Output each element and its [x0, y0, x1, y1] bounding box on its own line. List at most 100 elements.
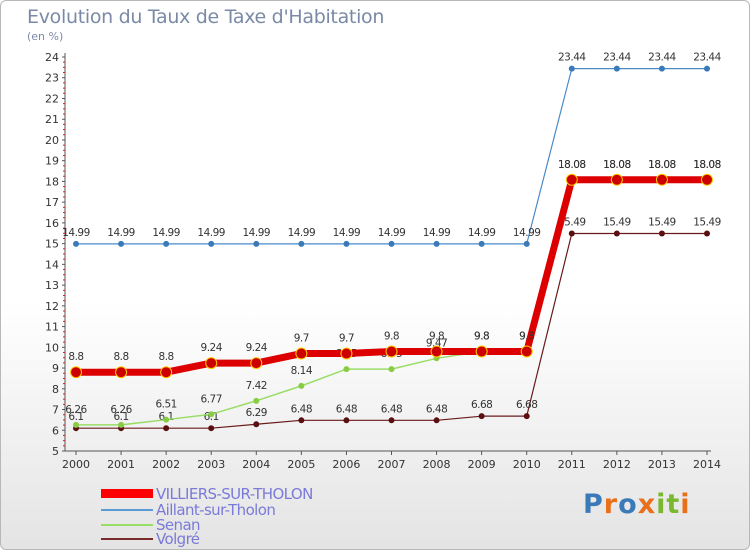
data-point	[478, 413, 485, 420]
data-point	[388, 417, 395, 424]
data-point	[295, 347, 308, 360]
data-point	[475, 345, 488, 358]
data-label: 8.8	[113, 351, 128, 363]
y-tick-label: 10	[45, 341, 59, 354]
data-label: 14.99	[197, 227, 225, 239]
legend-swatch	[101, 508, 153, 511]
data-point	[160, 366, 173, 379]
legend-swatch	[101, 537, 153, 540]
logo-letter: o	[618, 489, 638, 520]
data-point	[385, 345, 398, 358]
data-label: 8.14	[291, 365, 313, 377]
y-tick-label: 9	[52, 362, 59, 375]
data-point	[343, 366, 350, 373]
data-point	[208, 411, 215, 418]
data-label: 6.1	[68, 411, 83, 423]
y-tick-label: 20	[45, 134, 59, 147]
chart-title: Evolution du Taux de Taxe d'Habitation	[27, 6, 385, 28]
legend-label: Aillant-sur-Tholon	[156, 500, 276, 519]
legend-item: Aillant-sur-Tholon	[101, 500, 276, 519]
x-tick-label: 2005	[287, 458, 315, 471]
data-point	[73, 240, 79, 247]
data-label: 6.48	[381, 403, 402, 415]
data-label: 6.26	[65, 404, 87, 416]
data-point	[208, 425, 215, 432]
data-label: 6.26	[110, 404, 132, 416]
data-label: 14.99	[107, 227, 135, 239]
legend-label: Senan	[156, 515, 201, 534]
data-label: 15.49	[693, 216, 721, 228]
data-label: 18.08	[558, 159, 586, 171]
data-label: 9.8	[519, 330, 534, 342]
data-label: 9.7	[339, 333, 354, 345]
y-tick-label: 13	[45, 279, 59, 292]
data-label: 18.08	[648, 159, 676, 171]
data-label: 6.48	[291, 403, 312, 415]
data-point	[253, 421, 260, 428]
y-tick-label: 22	[45, 92, 59, 105]
logo-letter: t	[666, 489, 681, 520]
x-tick-label: 2014	[693, 458, 721, 471]
data-point	[118, 240, 125, 247]
y-tick-label: 18	[45, 175, 59, 188]
y-tick-label: 24	[45, 51, 59, 64]
data-point	[433, 240, 440, 247]
series-line-0	[76, 176, 707, 376]
y-tick-label: 21	[45, 113, 59, 126]
legend-swatch	[101, 523, 153, 526]
y-tick-label: 12	[45, 300, 59, 313]
data-point	[523, 413, 530, 420]
logo-letter: x	[637, 489, 657, 520]
x-tick-label: 2000	[62, 458, 90, 471]
data-point	[163, 240, 170, 247]
data-point	[343, 417, 350, 424]
data-label: 14.99	[468, 227, 496, 239]
y-tick-label: 6	[52, 424, 59, 437]
legend-swatch	[101, 489, 153, 498]
data-label: 6.68	[471, 399, 492, 411]
data-point	[163, 416, 170, 423]
data-label: 6.68	[516, 399, 537, 411]
data-label: 6.29	[246, 407, 267, 419]
x-tick-label: 2013	[648, 458, 676, 471]
data-point	[565, 173, 578, 186]
data-point	[610, 173, 623, 186]
y-tick-label: 15	[45, 238, 59, 251]
data-label: 14.99	[152, 227, 180, 239]
data-point	[704, 65, 710, 72]
y-tick-label: 14	[45, 258, 59, 271]
data-label: 14.99	[243, 227, 271, 239]
data-label: 9.24	[246, 342, 268, 354]
data-label: 23.44	[648, 52, 676, 64]
data-point	[478, 240, 485, 247]
data-point	[568, 230, 575, 237]
data-point	[613, 65, 620, 72]
data-label: 8.8	[159, 351, 174, 363]
data-point	[208, 240, 215, 247]
legend-label: VILLIERS-SUR-THOLON	[156, 484, 313, 503]
data-label: 14.99	[62, 227, 90, 239]
x-tick-label: 2008	[423, 458, 451, 471]
data-point	[520, 345, 533, 358]
data-label: 8.8	[68, 351, 83, 363]
data-label: 9.7	[294, 333, 309, 345]
data-point	[118, 421, 125, 428]
y-tick-label: 7	[52, 404, 59, 417]
data-point	[388, 366, 395, 373]
data-point	[658, 65, 665, 72]
data-label: 6.51	[155, 399, 176, 411]
data-point	[655, 173, 668, 186]
data-label: 9.8	[474, 330, 489, 342]
x-tick-label: 2001	[107, 458, 135, 471]
data-label: 7.42	[246, 380, 267, 392]
data-point	[205, 357, 218, 370]
data-label: 18.08	[693, 159, 721, 171]
x-tick-label: 2007	[378, 458, 406, 471]
data-point	[253, 240, 260, 247]
data-point	[613, 230, 620, 237]
data-label: 9.47	[426, 337, 447, 349]
data-point	[115, 366, 128, 379]
data-point	[340, 347, 353, 360]
logo-letter: r	[603, 489, 619, 520]
